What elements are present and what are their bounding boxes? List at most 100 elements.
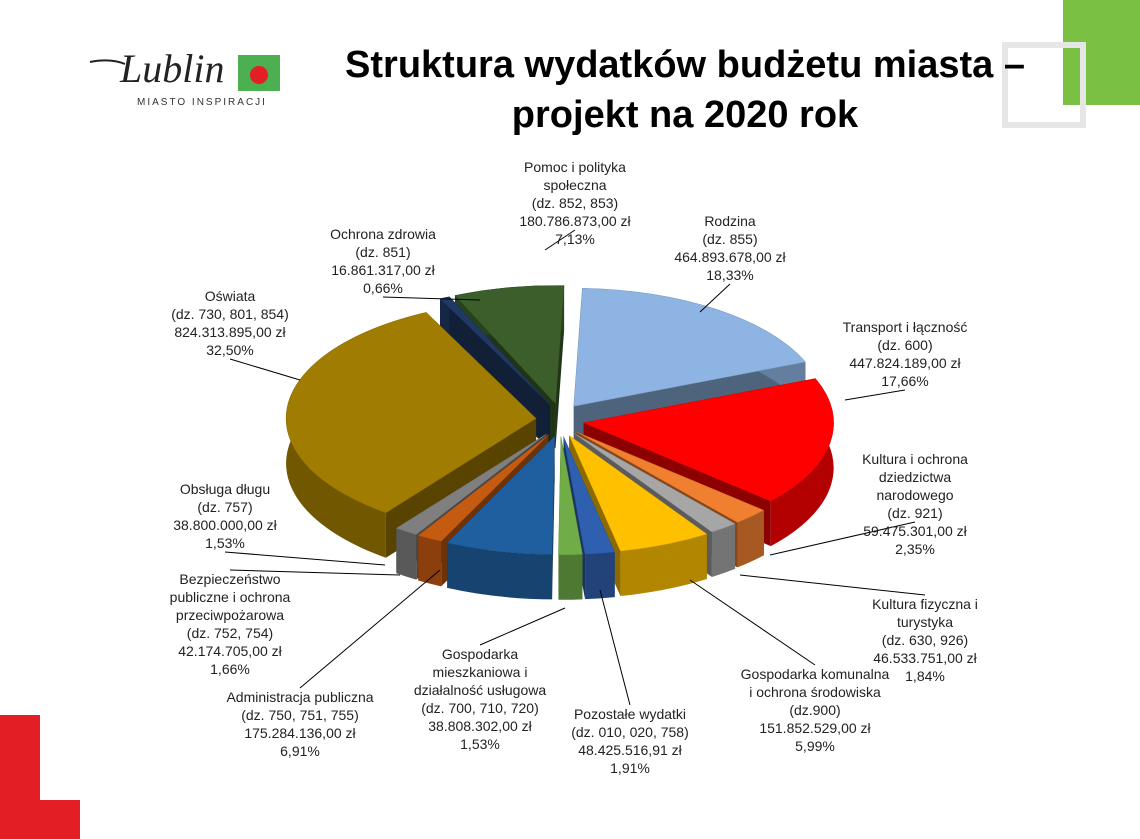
label-line: 175.284.136,00 zł [244,725,356,741]
label-line: 32,50% [206,342,254,358]
logo-icon-eye [250,66,268,84]
label-line: Administracja publiczna [226,689,374,705]
data-label: Gospodarka mieszkaniowa i działalność us… [405,645,555,753]
data-label: Oświata (dz. 730, 801, 854) 824.313.895,00… [150,287,310,359]
label-line: Kultura fizyczna i turystyka [872,596,978,630]
label-line: (dz.900) [789,702,841,718]
label-line: 1,53% [460,736,500,752]
label-line: 1,91% [610,760,650,776]
corner-green [1063,0,1140,105]
label-line: (dz. 752, 754) [186,625,274,641]
slice-side [396,528,417,580]
label-line: 824.313.895,00 zł [174,324,286,340]
leader-line [479,607,566,646]
label-line: (dz. 855) [702,231,758,247]
data-label: Pomoc i polityka społeczna (dz. 852, 853)… [495,158,655,248]
data-label: Administracja publiczna (dz. 750, 751, 75… [225,688,375,760]
label-line: Bezpieczeństwo publiczne i ochrona przec… [169,571,291,623]
label-line: 17,66% [881,373,929,389]
leader-line [382,296,481,301]
slice [446,435,555,600]
label-line: (dz. 750, 751, 755) [241,707,359,723]
slice-side [737,510,764,568]
label-line: Pozostałe wydatki [573,706,687,722]
slice-side [585,552,615,600]
label-line: 1,53% [205,535,245,551]
label-line: 1,84% [905,668,945,684]
label-line: Rodzina [704,213,756,229]
slice-side [620,534,707,597]
data-label: Rodzina (dz. 855) 464.893.678,00 zł 18,33% [655,212,805,284]
leader-line [689,579,816,666]
leader-line [699,283,731,313]
slice [558,436,583,556]
label-line: (dz. 757) [197,499,253,515]
slice [568,434,708,552]
label-line: Pomoc i polityka społeczna [524,159,626,193]
label-line: 46.533.751,00 zł [873,650,977,666]
label-line: (dz. 852, 853) [531,195,619,211]
label-line: Gospodarka mieszkaniowa i działalność us… [413,646,547,698]
label-line: (dz. 630, 926) [881,632,969,648]
data-label: Gospodarka komunalna i ochrona środowisk… [740,665,890,755]
slice [395,433,547,535]
watermark [1002,42,1086,128]
leader-line [224,551,386,566]
label-line: (dz. 010, 020, 758) [571,724,689,740]
label-line: 48.425.516,91 zł [578,742,682,758]
label-line: (dz. 921) [887,505,943,521]
leader-line [229,358,301,381]
leader-line [544,229,576,251]
leader-line [299,569,441,689]
label-line: 1,66% [210,661,250,677]
data-label: Kultura fizyczna i turystyka (dz. 630, 92… [855,595,995,685]
slice [417,434,549,542]
label-line: 38.808.302,00 zł [428,718,532,734]
leader-line [769,521,916,556]
label-line: 38.800.000,00 zł [173,517,277,533]
slice-side [447,542,553,600]
slice [558,436,583,600]
label-line: Transport i łączność [842,319,968,335]
leader-line [739,574,926,596]
label-line: (dz. 700, 710, 720) [421,700,539,716]
leader-line [844,389,906,401]
data-label: Kultura i ochrona dziedzictwa narodowego… [850,450,980,558]
slice [446,435,555,555]
label-line: (dz. 600) [877,337,933,353]
label-line: 18,33% [706,267,754,283]
chart-title: Struktura wydatków budżetu miasta – proj… [345,44,1025,136]
label-line: Obsługa długu [179,481,271,497]
logo-swash [89,59,126,65]
label-line: Ochrona zdrowia [330,226,436,242]
slice [576,431,765,523]
logo-name: Lublin [120,46,225,91]
slice [563,436,616,555]
data-label: Obsługa długu (dz. 757) 38.800.000,00 zł 1,… [150,480,300,552]
label-line: 151.852.529,00 zł [759,720,871,736]
label-line: 16.861.317,00 zł [331,262,435,278]
slice [454,285,565,405]
label-line: 6,91% [280,743,320,759]
data-label: Transport i łączność (dz. 600) 447.824.189… [825,318,985,390]
label-line: Kultura i ochrona dziedzictwa narodowego [862,451,968,503]
logo-tagline: MIASTO INSPIRACJI [137,97,267,108]
corner-red [0,800,80,839]
slice-side [711,523,736,578]
data-label: Pozostałe wydatki (dz. 010, 020, 758) 48.4… [550,705,710,777]
label-line: 447.824.189,00 zł [849,355,961,371]
label-line: 464.893.678,00 zł [674,249,786,265]
label-line: Oświata [204,288,256,304]
slice [582,378,834,502]
slice-side [558,554,583,600]
data-label: Ochrona zdrowia (dz. 851) 16.861.317,00 zł… [313,225,453,297]
label-line: 42.174.705,00 zł [178,643,282,659]
label-line: 2,35% [895,541,935,557]
leader-line [229,569,401,576]
label-line: 180.786.873,00 zł [519,213,631,229]
label-line: 5,99% [795,738,835,754]
label-line: 7,13% [555,231,595,247]
label-line: 59.475.301,00 zł [863,523,967,539]
